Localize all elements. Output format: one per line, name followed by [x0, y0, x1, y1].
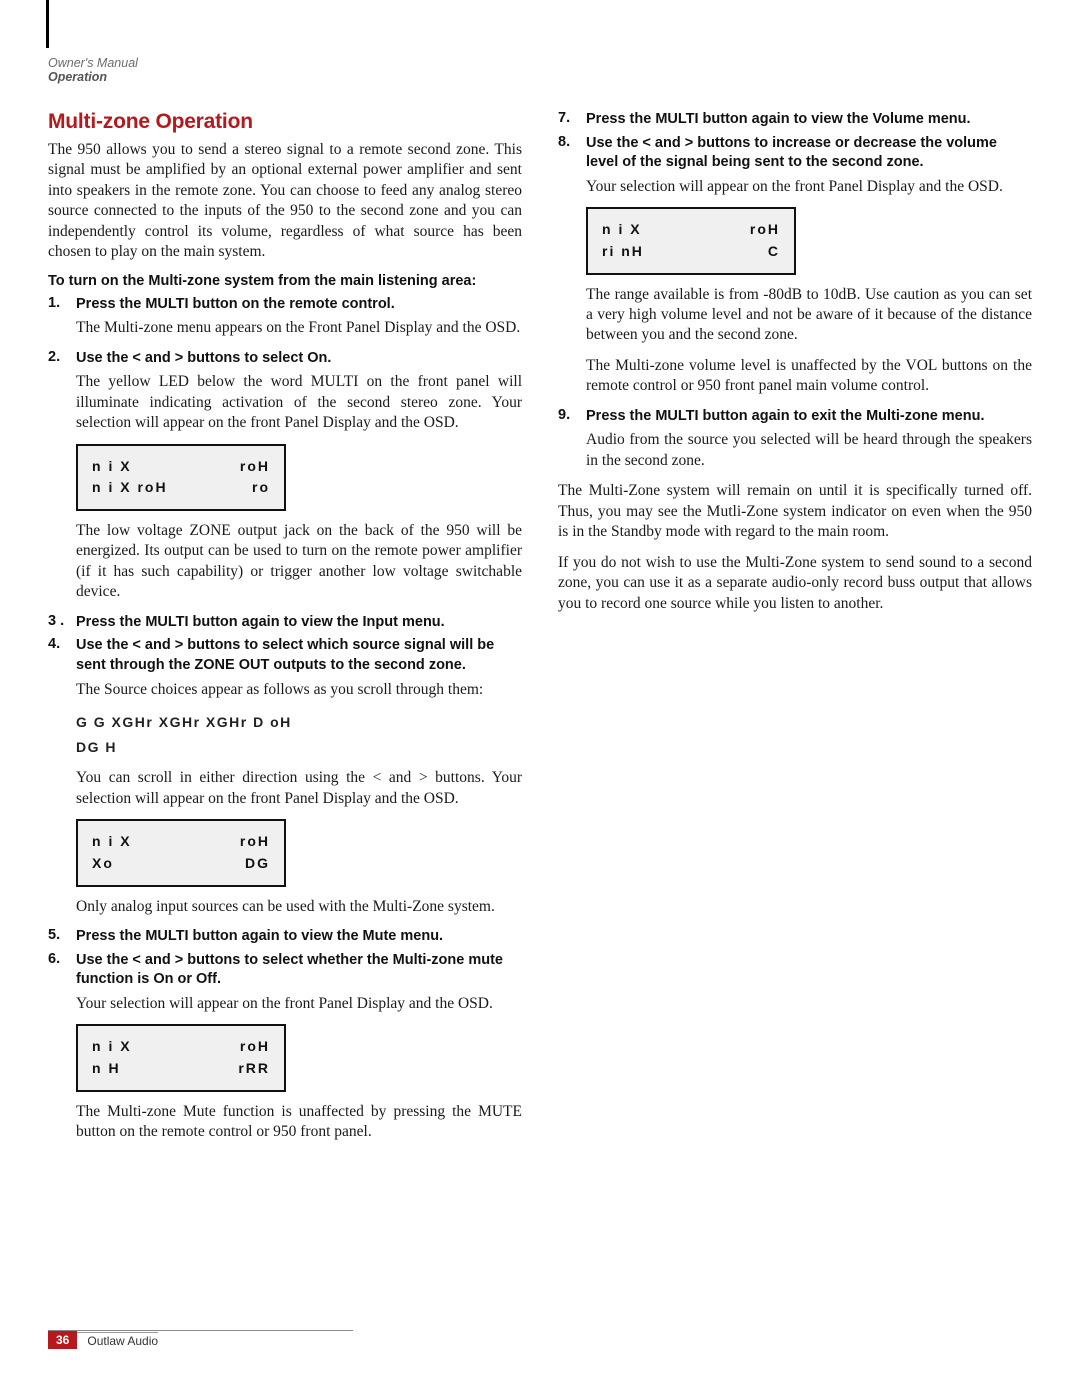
step-text: Press the MULTI button on the remote con…	[76, 295, 395, 315]
osd-text: ro	[252, 477, 270, 499]
osd-text: ri nH	[602, 241, 644, 263]
accent-bar	[46, 0, 49, 48]
step-text: Use the < and > buttons to select On.	[76, 349, 331, 369]
page-content: Owner's Manual Operation Multi-zone Oper…	[0, 0, 1080, 1153]
procedure-subhead: To turn on the Multi-zone system from th…	[48, 273, 522, 289]
step-4-body: The Source choices appear as follows as …	[76, 680, 522, 700]
step-text: Press the MULTI button again to view the…	[586, 110, 971, 130]
running-header: Owner's Manual Operation	[48, 56, 1032, 84]
closing-paragraph-1: The Multi-Zone system will remain on unt…	[558, 481, 1032, 542]
step-5: 5. Press the MULTI button again to view …	[48, 927, 522, 947]
step-text: Use the < and > buttons to increase or d…	[586, 134, 1032, 173]
header-line2: Operation	[48, 70, 1032, 84]
step-text: Use the < and > buttons to select which …	[76, 636, 522, 675]
step-6: 6. Use the < and > buttons to select whe…	[48, 951, 522, 990]
header-line1: Owner's Manual	[48, 56, 1032, 70]
osd-text: C	[768, 241, 780, 263]
two-column-layout: Multi-zone Operation The 950 allows you …	[48, 110, 1032, 1153]
osd-display-1: n i X roH n i X roH ro	[76, 444, 286, 511]
step-1: 1. Press the MULTI button on the remote …	[48, 295, 522, 315]
footer-brand: Outlaw Audio	[77, 1332, 158, 1348]
step-text: Use the < and > buttons to select whethe…	[76, 951, 522, 990]
step-text: Press the MULTI button again to view the…	[76, 927, 443, 947]
step-2: 2. Use the < and > buttons to select On.	[48, 349, 522, 369]
step-6-body2: The Multi-zone Mute function is unaffect…	[76, 1102, 522, 1143]
step-2-body2: The low voltage ZONE output jack on the …	[76, 521, 522, 603]
step-2-body: The yellow LED below the word MULTI on t…	[76, 372, 522, 433]
closing-paragraph-2: If you do not wish to use the Multi-Zone…	[558, 553, 1032, 614]
osd-text: roH	[240, 1036, 270, 1058]
left-column: Multi-zone Operation The 950 allows you …	[48, 110, 522, 1153]
step-number: 7.	[558, 110, 586, 130]
step-text: Press the MULTI button again to view the…	[76, 613, 445, 633]
step-8-body3: The Multi-zone volume level is unaffecte…	[586, 356, 1032, 397]
osd-text: DG	[245, 853, 270, 875]
step-4: 4. Use the < and > buttons to select whi…	[48, 636, 522, 675]
right-column: 7. Press the MULTI button again to view …	[558, 110, 1032, 1153]
step-3: 3 . Press the MULTI button again to view…	[48, 613, 522, 633]
step-number: 8.	[558, 134, 586, 173]
osd-text: n i X	[602, 219, 642, 241]
osd-text: roH	[240, 831, 270, 853]
page-number: 36	[48, 1331, 77, 1349]
osd-display-4: n i X roH ri nH C	[586, 207, 796, 274]
osd-display-2: n i X roH Xo DG	[76, 819, 286, 886]
osd-display-3: n i X roH n H rRR	[76, 1024, 286, 1091]
osd-text: Xo	[92, 853, 114, 875]
step-number: 9.	[558, 407, 586, 427]
step-8: 8. Use the < and > buttons to increase o…	[558, 134, 1032, 173]
step-1-body: The Multi-zone menu appears on the Front…	[76, 318, 522, 338]
intro-paragraph: The 950 allows you to send a stereo sign…	[48, 140, 522, 263]
step-9-body: Audio from the source you selected will …	[586, 430, 1032, 471]
step-number: 5.	[48, 927, 76, 947]
osd-text: roH	[750, 219, 780, 241]
osd-text: n i X	[92, 456, 132, 478]
source-line2: DG H	[76, 735, 522, 760]
osd-text: rRR	[238, 1058, 270, 1080]
osd-text: n i X	[92, 831, 132, 853]
step-9: 9. Press the MULTI button again to exit …	[558, 407, 1032, 427]
osd-text: n i X roH	[92, 477, 168, 499]
step-number: 2.	[48, 349, 76, 369]
step-8-body2: The range available is from -80dB to 10d…	[586, 285, 1032, 346]
step-number: 4.	[48, 636, 76, 675]
step-6-body: Your selection will appear on the front …	[76, 994, 522, 1014]
step-7: 7. Press the MULTI button again to view …	[558, 110, 1032, 130]
step-number: 6.	[48, 951, 76, 990]
step-number: 1.	[48, 295, 76, 315]
step-text: Press the MULTI button again to exit the…	[586, 407, 985, 427]
step-4-body3: Only analog input sources can be used wi…	[76, 897, 522, 917]
step-number: 3 .	[48, 613, 76, 633]
osd-text: n H	[92, 1058, 121, 1080]
source-line1: G G XGHr XGHr XGHr D oH	[76, 710, 522, 735]
step-4-body2: You can scroll in either direction using…	[76, 768, 522, 809]
page-footer: 36 Outlaw Audio	[48, 1331, 158, 1349]
section-title: Multi-zone Operation	[48, 110, 522, 134]
osd-text: n i X	[92, 1036, 132, 1058]
source-choices: G G XGHr XGHr XGHr D oH DG H	[76, 710, 522, 760]
osd-text: roH	[240, 456, 270, 478]
step-8-body: Your selection will appear on the front …	[586, 177, 1032, 197]
